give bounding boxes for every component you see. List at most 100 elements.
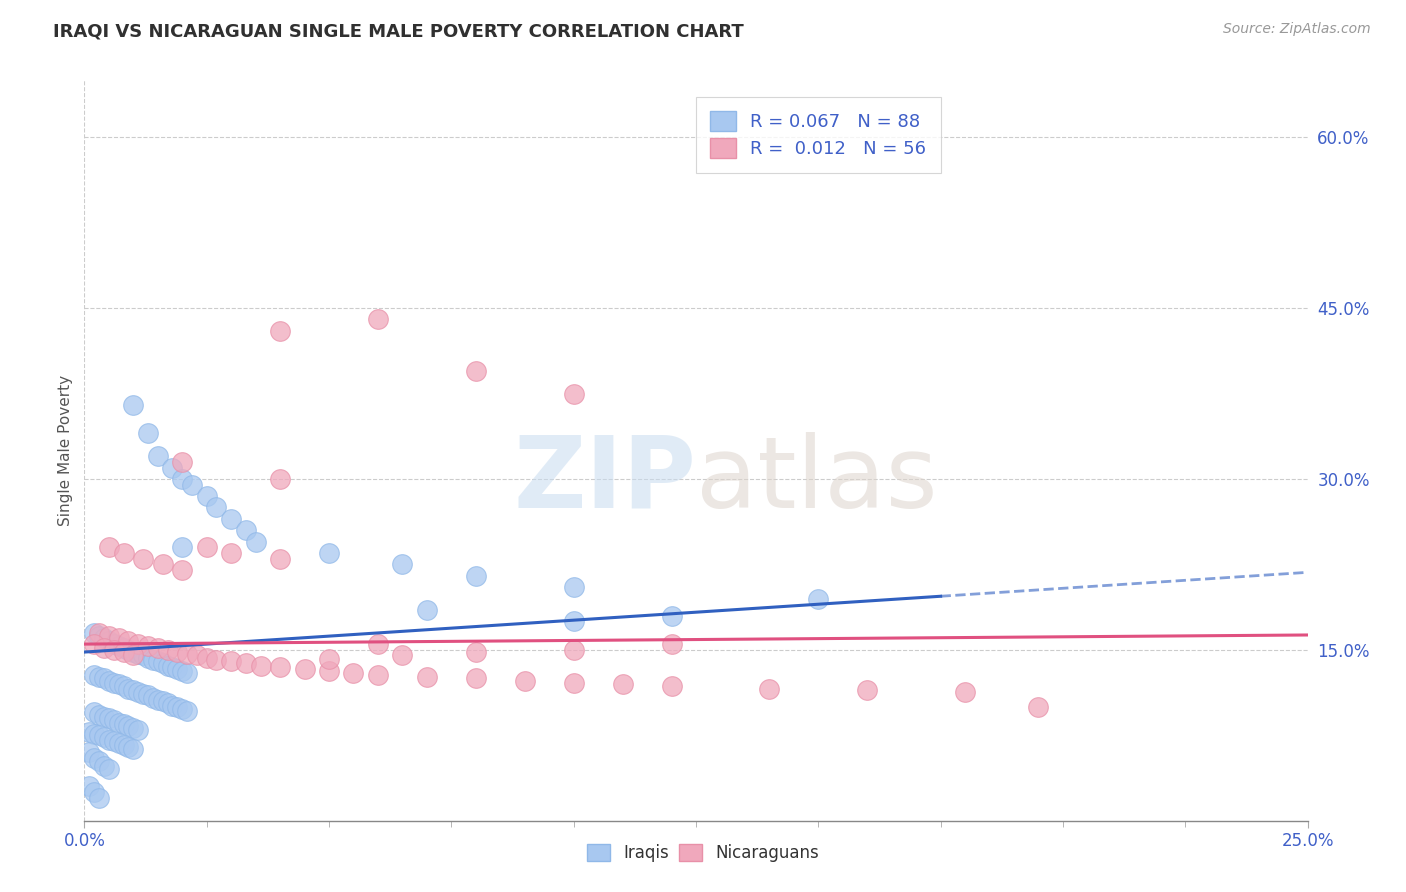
Point bbox=[117, 642, 139, 657]
Point bbox=[205, 500, 228, 515]
Point bbox=[195, 541, 218, 555]
Point bbox=[87, 790, 110, 805]
Point bbox=[367, 637, 389, 651]
Point bbox=[107, 632, 129, 646]
Point bbox=[172, 702, 194, 716]
Point bbox=[107, 736, 129, 750]
Point bbox=[93, 759, 115, 773]
Point bbox=[562, 615, 585, 629]
Point bbox=[195, 650, 218, 665]
Point bbox=[269, 551, 291, 566]
Point bbox=[186, 648, 208, 663]
Point bbox=[83, 727, 105, 741]
Point bbox=[122, 742, 145, 756]
Point bbox=[162, 660, 184, 674]
Point bbox=[132, 648, 155, 663]
Point bbox=[112, 640, 135, 655]
Point bbox=[87, 629, 110, 643]
Point bbox=[464, 364, 486, 378]
Point bbox=[83, 668, 105, 682]
Point bbox=[416, 670, 439, 684]
Point bbox=[342, 665, 364, 680]
Point bbox=[219, 512, 242, 526]
Point bbox=[391, 558, 413, 572]
Point bbox=[87, 707, 110, 722]
Point bbox=[93, 710, 115, 724]
Point bbox=[112, 716, 135, 731]
Point bbox=[612, 677, 634, 691]
Point bbox=[146, 640, 169, 655]
Y-axis label: Single Male Poverty: Single Male Poverty bbox=[58, 375, 73, 526]
Point bbox=[249, 658, 271, 673]
Point bbox=[172, 541, 194, 555]
Point bbox=[87, 625, 110, 640]
Point bbox=[172, 472, 194, 486]
Point bbox=[176, 648, 198, 662]
Point bbox=[513, 673, 536, 688]
Point bbox=[122, 398, 145, 412]
Point bbox=[112, 679, 135, 693]
Point bbox=[77, 745, 100, 759]
Point bbox=[464, 645, 486, 659]
Point bbox=[142, 653, 165, 667]
Point bbox=[117, 719, 139, 733]
Point bbox=[122, 682, 145, 697]
Point bbox=[464, 568, 486, 582]
Point bbox=[172, 563, 194, 577]
Point bbox=[181, 477, 204, 491]
Point bbox=[83, 751, 105, 765]
Legend: Iraqis, Nicaraguans: Iraqis, Nicaraguans bbox=[578, 836, 828, 871]
Point bbox=[156, 658, 179, 673]
Point bbox=[83, 706, 105, 720]
Point bbox=[562, 642, 585, 657]
Point bbox=[269, 324, 291, 338]
Point bbox=[235, 523, 257, 537]
Point bbox=[156, 696, 179, 710]
Point bbox=[166, 699, 188, 714]
Point bbox=[152, 657, 174, 671]
Point bbox=[176, 665, 198, 680]
Point bbox=[97, 732, 120, 747]
Point bbox=[953, 685, 976, 699]
Point bbox=[112, 645, 135, 659]
Point bbox=[136, 640, 159, 654]
Point bbox=[83, 637, 105, 651]
Point bbox=[219, 654, 242, 668]
Point bbox=[103, 734, 125, 748]
Point bbox=[87, 755, 110, 769]
Point bbox=[661, 637, 683, 651]
Point bbox=[146, 449, 169, 463]
Point bbox=[136, 426, 159, 441]
Point bbox=[112, 546, 135, 560]
Point bbox=[172, 665, 194, 679]
Point bbox=[97, 763, 120, 777]
Point bbox=[367, 312, 389, 326]
Point bbox=[103, 675, 125, 690]
Point bbox=[97, 633, 120, 648]
Point bbox=[416, 603, 439, 617]
Point bbox=[93, 731, 115, 745]
Point bbox=[122, 648, 145, 663]
Point bbox=[77, 780, 100, 794]
Point bbox=[83, 785, 105, 799]
Point bbox=[294, 662, 316, 676]
Point bbox=[107, 715, 129, 730]
Point bbox=[97, 711, 120, 725]
Point bbox=[112, 739, 135, 753]
Point bbox=[162, 460, 184, 475]
Point bbox=[807, 591, 830, 606]
Point bbox=[152, 558, 174, 572]
Point bbox=[318, 546, 340, 560]
Text: IRAQI VS NICARAGUAN SINGLE MALE POVERTY CORRELATION CHART: IRAQI VS NICARAGUAN SINGLE MALE POVERTY … bbox=[53, 22, 744, 40]
Point bbox=[127, 637, 149, 651]
Point bbox=[117, 633, 139, 648]
Point bbox=[87, 728, 110, 742]
Point bbox=[132, 687, 155, 701]
Legend: R = 0.067   N = 88, R =  0.012   N = 56: R = 0.067 N = 88, R = 0.012 N = 56 bbox=[696, 96, 941, 172]
Point bbox=[142, 690, 165, 705]
Point bbox=[219, 546, 242, 560]
Point bbox=[93, 640, 115, 655]
Point bbox=[97, 541, 120, 555]
Point bbox=[83, 625, 105, 640]
Point bbox=[562, 675, 585, 690]
